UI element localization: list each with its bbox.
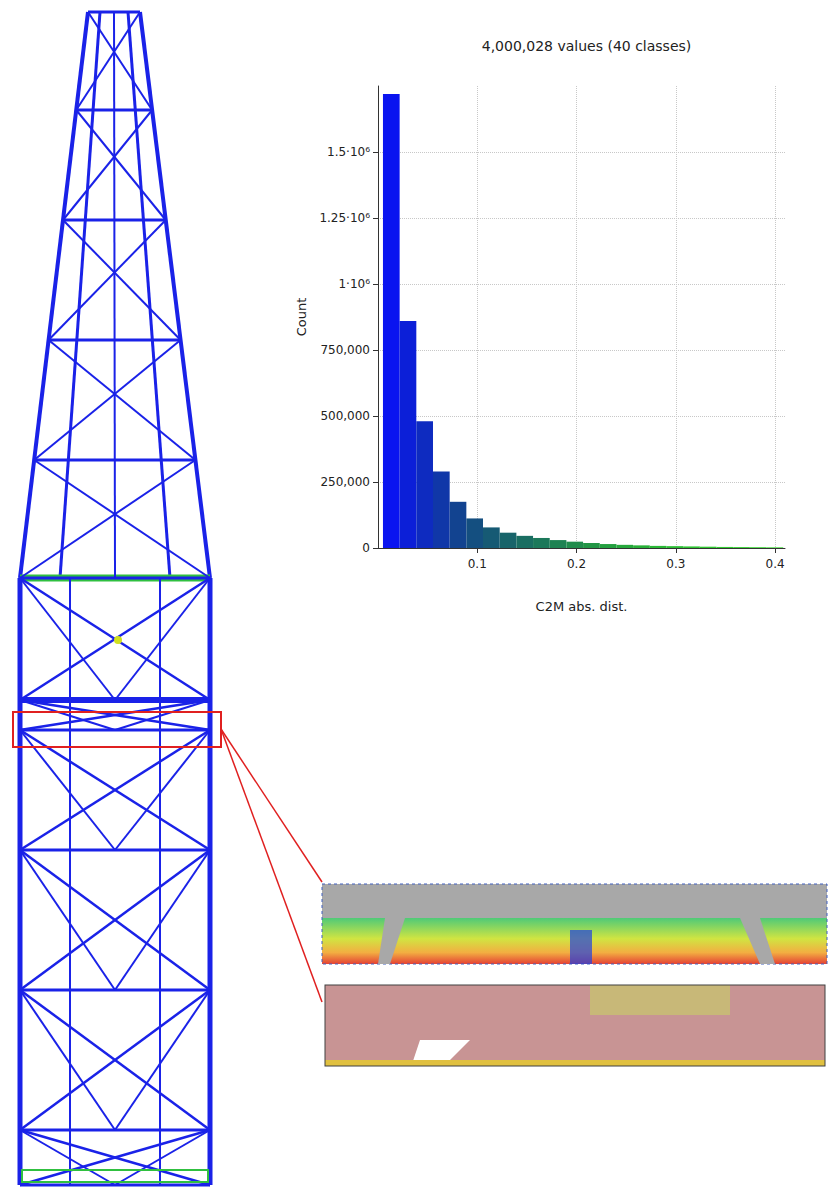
svg-text:250,000: 250,000 (320, 475, 370, 489)
svg-text:1·10⁶: 1·10⁶ (338, 277, 370, 291)
svg-text:750,000: 750,000 (320, 343, 370, 357)
svg-text:0.2: 0.2 (567, 557, 586, 571)
svg-text:500,000: 500,000 (320, 409, 370, 423)
svg-text:0: 0 (362, 541, 370, 555)
svg-text:Count: Count (294, 298, 309, 337)
svg-text:1.5·10⁶: 1.5·10⁶ (327, 145, 370, 159)
svg-text:0.4: 0.4 (766, 557, 785, 571)
svg-text:0.3: 0.3 (666, 557, 685, 571)
svg-text:4,000,028 values (40 classes): 4,000,028 values (40 classes) (482, 38, 692, 54)
svg-text:1.25·10⁶: 1.25·10⁶ (319, 211, 370, 225)
svg-text:0.1: 0.1 (468, 557, 487, 571)
svg-text:C2M abs. dist.: C2M abs. dist. (536, 599, 628, 614)
